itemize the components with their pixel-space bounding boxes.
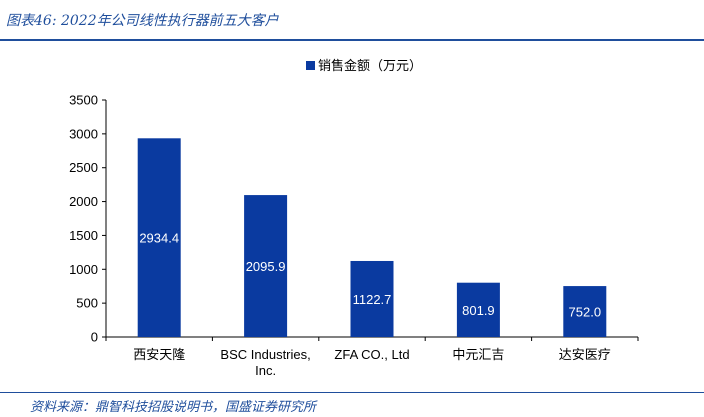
x-category-label: 达安医疗 [559, 347, 611, 362]
x-category-label: Inc. [255, 363, 276, 378]
y-tick-label: 3500 [69, 93, 98, 108]
y-tick-label: 1500 [69, 228, 98, 243]
figure-title: 图表46: 2022年公司线性执行器前五大客户 [6, 13, 279, 29]
source-note: 资料来源：鼎智科技招股说明书，国盛证券研究所 [30, 400, 317, 415]
bottom-divider [0, 392, 704, 393]
bar-chart: 销售金额（万元） 0 500 1000 1500 2000 2500 3000 3500 29… [69, 58, 639, 378]
y-tick-label: 3000 [69, 126, 98, 141]
y-axis-ticks: 0 500 1000 1500 2000 2500 3000 3500 [69, 93, 106, 345]
bar-series: 2934.4 2095.9 1122.7 801.9 752.0 [137, 138, 607, 337]
bar-value-label: 752.0 [569, 305, 602, 320]
bar [456, 282, 500, 337]
x-category-label: 中元汇吉 [452, 347, 504, 362]
x-axis-labels: 西安天隆 BSC Industries,Inc. ZFA CO., Ltd 中元汇吉 达… [105, 337, 639, 378]
legend-swatch [306, 61, 315, 70]
bar [244, 195, 288, 337]
bar-value-label: 2095.9 [246, 259, 286, 274]
x-category-label: ZFA CO., Ltd [334, 347, 409, 362]
bar [350, 260, 394, 337]
bar-value-label: 1122.7 [353, 292, 392, 307]
top-divider [0, 39, 704, 41]
legend-label: 销售金额（万元） [318, 58, 422, 74]
bar [563, 286, 607, 337]
y-tick-label: 0 [91, 330, 98, 345]
x-category-label: BSC Industries, [220, 347, 310, 362]
x-category-label: 西安天隆 [133, 347, 185, 362]
y-tick-label: 2000 [69, 194, 98, 209]
chart-legend: 销售金额（万元） [306, 58, 422, 74]
bar [137, 138, 181, 337]
y-tick-label: 500 [76, 296, 98, 311]
bar-value-label: 801.9 [462, 303, 495, 318]
y-tick-label: 1000 [69, 262, 98, 277]
y-tick-label: 2500 [69, 160, 98, 175]
bar-value-label: 2934.4 [139, 231, 179, 246]
